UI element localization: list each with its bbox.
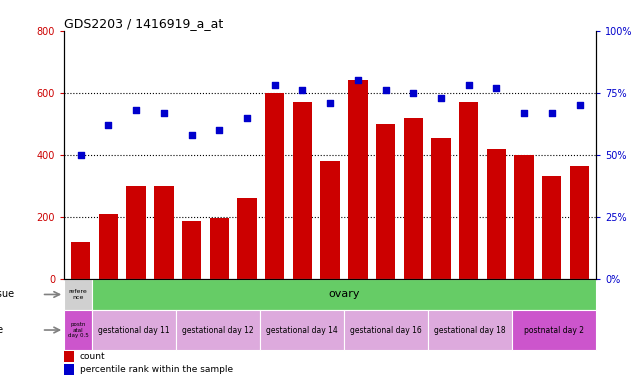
Text: postn
atal
day 0.5: postn atal day 0.5 [68, 322, 88, 338]
Bar [210, 218, 229, 279]
Text: count: count [79, 352, 105, 361]
Text: postnatal day 2: postnatal day 2 [524, 326, 584, 334]
Point [270, 82, 280, 88]
Text: gestational day 16: gestational day 16 [350, 326, 422, 334]
Point [463, 82, 474, 88]
Point [187, 132, 197, 138]
Text: gestational day 18: gestational day 18 [435, 326, 506, 334]
Text: gestational day 14: gestational day 14 [266, 326, 338, 334]
Point [297, 87, 308, 93]
Bar [92, 310, 176, 350]
Text: percentile rank within the sample: percentile rank within the sample [79, 365, 233, 374]
Point [325, 99, 335, 106]
Bar [64, 279, 92, 310]
Text: tissue: tissue [0, 290, 15, 300]
Text: GDS2203 / 1416919_a_at: GDS2203 / 1416919_a_at [64, 17, 223, 30]
Point [214, 127, 224, 133]
Point [131, 107, 141, 113]
Point [242, 114, 252, 121]
Bar [237, 198, 256, 279]
Point [408, 89, 419, 96]
Bar [542, 176, 562, 279]
Bar [182, 222, 201, 279]
Bar [570, 166, 589, 279]
Point [380, 87, 390, 93]
Bar [154, 186, 174, 279]
Text: age: age [0, 325, 4, 335]
Bar [487, 149, 506, 279]
Bar [344, 310, 428, 350]
Point [353, 77, 363, 83]
Bar [459, 102, 478, 279]
Bar [176, 310, 260, 350]
Point [491, 85, 501, 91]
Point [574, 102, 585, 108]
Bar [428, 310, 512, 350]
Text: ovary: ovary [328, 290, 360, 300]
Bar [512, 310, 596, 350]
Bar [320, 161, 340, 279]
Bar [64, 364, 74, 375]
Point [547, 109, 557, 116]
Bar [126, 186, 146, 279]
Bar [265, 93, 285, 279]
Point [159, 109, 169, 116]
Bar [376, 124, 395, 279]
Bar [71, 242, 90, 279]
Text: gestational day 11: gestational day 11 [98, 326, 170, 334]
Text: refere
nce: refere nce [69, 289, 87, 300]
Bar [404, 118, 423, 279]
Bar [260, 310, 344, 350]
Point [76, 152, 86, 158]
Point [103, 122, 113, 128]
Bar [431, 138, 451, 279]
Bar [64, 351, 74, 362]
Bar [514, 155, 534, 279]
Text: gestational day 12: gestational day 12 [182, 326, 254, 334]
Bar [99, 214, 118, 279]
Point [519, 109, 529, 116]
Bar [293, 102, 312, 279]
Point [436, 94, 446, 101]
Bar [64, 310, 92, 350]
Bar [348, 80, 367, 279]
